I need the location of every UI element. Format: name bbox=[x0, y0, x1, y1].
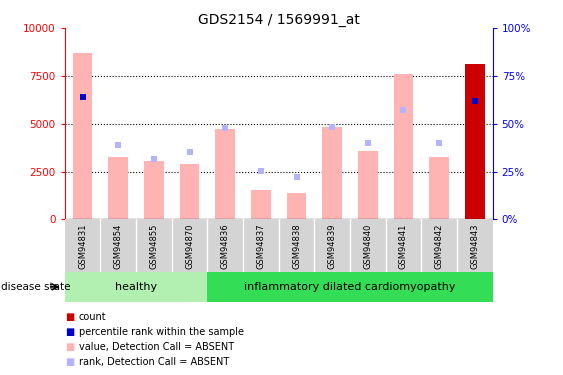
Text: ■: ■ bbox=[65, 342, 74, 352]
Bar bbox=[207, 272, 493, 302]
Text: GSM94870: GSM94870 bbox=[185, 224, 194, 269]
Bar bbox=[394, 74, 413, 219]
Text: GSM94855: GSM94855 bbox=[149, 224, 158, 269]
Text: count: count bbox=[79, 312, 106, 322]
Text: GSM94843: GSM94843 bbox=[470, 224, 479, 269]
Bar bbox=[144, 161, 164, 219]
Text: GSM94837: GSM94837 bbox=[256, 224, 265, 269]
Text: GSM94836: GSM94836 bbox=[221, 224, 230, 269]
Bar bbox=[251, 190, 271, 219]
Text: percentile rank within the sample: percentile rank within the sample bbox=[79, 327, 244, 337]
Text: disease state: disease state bbox=[1, 282, 70, 292]
Bar bbox=[323, 127, 342, 219]
Text: ■: ■ bbox=[65, 357, 74, 367]
Text: healthy: healthy bbox=[115, 282, 157, 292]
Bar bbox=[180, 164, 199, 219]
Text: GSM94839: GSM94839 bbox=[328, 224, 337, 269]
Bar bbox=[430, 157, 449, 219]
Text: inflammatory dilated cardiomyopathy: inflammatory dilated cardiomyopathy bbox=[244, 282, 455, 292]
Bar bbox=[358, 150, 378, 219]
Text: GSM94840: GSM94840 bbox=[363, 224, 372, 269]
Bar bbox=[65, 272, 207, 302]
Bar bbox=[287, 193, 306, 219]
Bar bbox=[465, 64, 485, 219]
Text: rank, Detection Call = ABSENT: rank, Detection Call = ABSENT bbox=[79, 357, 229, 367]
Text: ■: ■ bbox=[65, 327, 74, 337]
Bar bbox=[109, 157, 128, 219]
Bar bbox=[216, 129, 235, 219]
Bar bbox=[73, 53, 92, 219]
Text: GSM94831: GSM94831 bbox=[78, 224, 87, 269]
Text: GSM94838: GSM94838 bbox=[292, 224, 301, 269]
Title: GDS2154 / 1569991_at: GDS2154 / 1569991_at bbox=[198, 13, 360, 27]
Text: GSM94842: GSM94842 bbox=[435, 224, 444, 269]
Text: GSM94841: GSM94841 bbox=[399, 224, 408, 269]
Bar bbox=[465, 64, 485, 219]
Text: GSM94854: GSM94854 bbox=[114, 224, 123, 269]
Text: ■: ■ bbox=[65, 312, 74, 322]
Text: value, Detection Call = ABSENT: value, Detection Call = ABSENT bbox=[79, 342, 234, 352]
